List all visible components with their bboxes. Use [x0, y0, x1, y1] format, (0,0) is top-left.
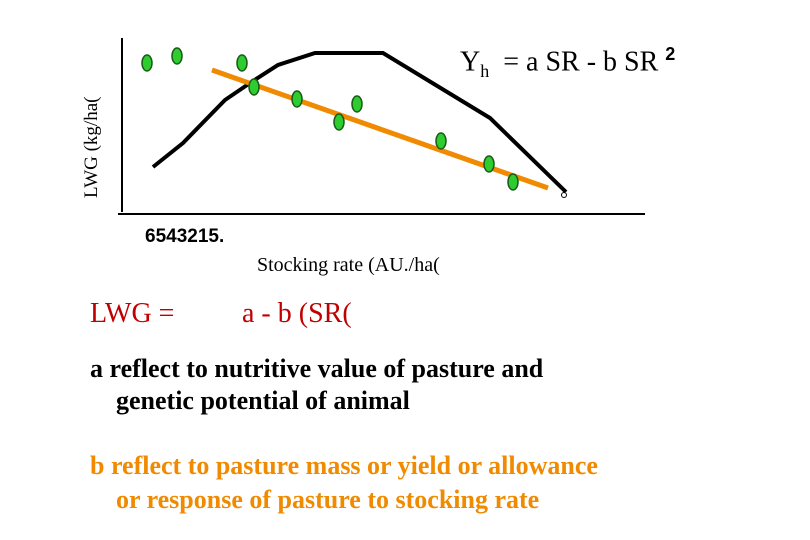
point: [483, 155, 495, 173]
note-line: a reflect to nutritive value of pasture …: [90, 354, 544, 383]
point: [351, 95, 363, 113]
note-line: b reflect to pasture mass or yield or al…: [90, 451, 598, 480]
note-line: or response of pasture to stocking rate: [116, 485, 540, 514]
end-dot: [561, 192, 567, 198]
x-axis-label: Stocking rate (AU./ha(: [257, 254, 440, 276]
note-a: a reflect to nutritive value of pasture …: [90, 353, 543, 417]
eq-rhs: = a SR - b SR: [503, 46, 659, 78]
point: [236, 54, 248, 72]
point: [507, 173, 519, 191]
point: [291, 90, 303, 108]
y-axis-label: LWG (kg/ha(: [81, 97, 102, 198]
point: [435, 132, 447, 150]
point: [248, 78, 260, 96]
regression-line: [211, 67, 549, 191]
point: [141, 54, 153, 72]
data-points: [141, 47, 519, 191]
point: [333, 113, 345, 131]
equation: Yh = a SR - b SR 2: [460, 44, 675, 82]
x-tick-text: 6543215.: [145, 226, 225, 247]
eq-superscript: 2: [665, 44, 676, 64]
note-b: b reflect to pasture mass or yield or al…: [90, 449, 598, 517]
response-curve: [151, 51, 568, 194]
eq-lhs: Y: [460, 46, 481, 78]
eq-subscript: h: [480, 60, 490, 81]
point: [171, 47, 183, 65]
note-line: genetic potential of animal: [116, 386, 410, 415]
formula-lhs: LWG =: [90, 298, 175, 329]
formula-rhs: a - b (SR(: [242, 298, 352, 329]
